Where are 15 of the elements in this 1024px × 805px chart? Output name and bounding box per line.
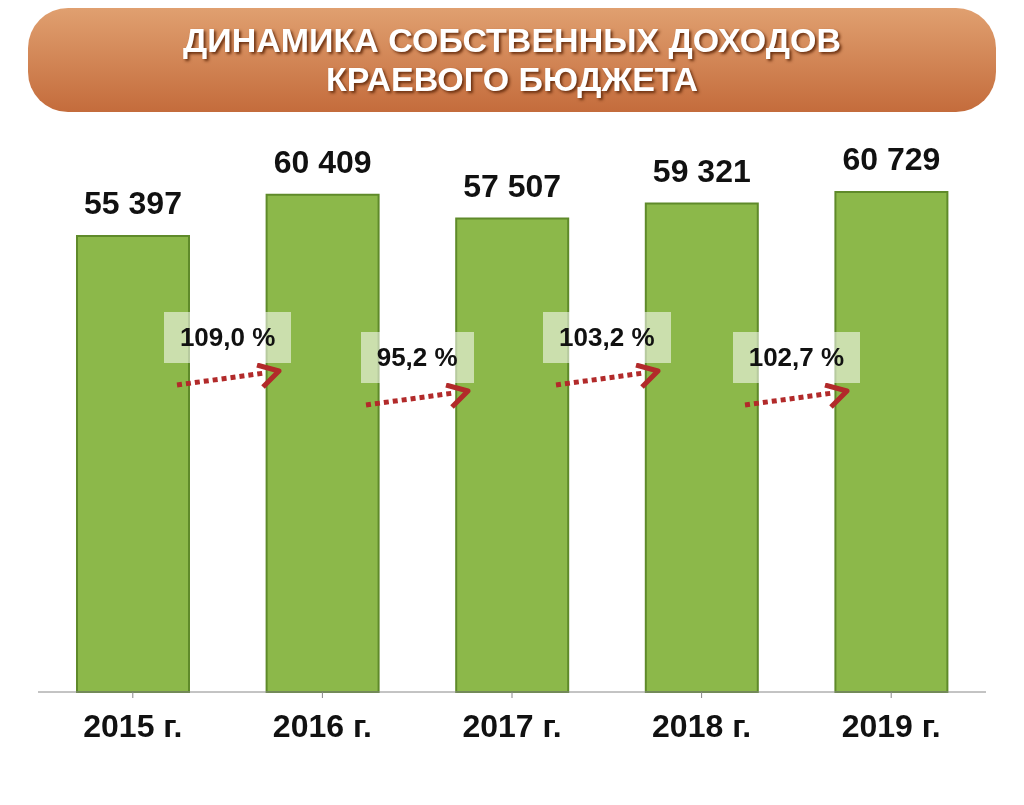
annotation: 109,0 %	[163, 312, 292, 363]
data-label: 59 321	[652, 152, 751, 189]
data-label: 55 397	[84, 184, 182, 221]
x-tick-label: 2019 г.	[841, 707, 941, 744]
x-tick-label: 2016 г.	[272, 707, 372, 744]
annotation: 95,2 %	[360, 332, 474, 383]
x-tick-label: 2015 г.	[83, 707, 183, 744]
x-tick-label: 2018 г.	[652, 707, 752, 744]
x-tick-label: 2017 г.	[462, 707, 562, 744]
annotation: 102,7 %	[732, 332, 861, 383]
chart-title: ДИНАМИКА СОБСТВЕННЫХ ДОХОДОВ КРАЕВОГО БЮДЖЕТА	[182, 20, 842, 100]
annotation: 103,2 %	[543, 312, 671, 363]
data-label: 60 409	[273, 143, 372, 180]
data-label: 60 729	[842, 141, 941, 177]
data-label: 57 507	[463, 167, 562, 204]
